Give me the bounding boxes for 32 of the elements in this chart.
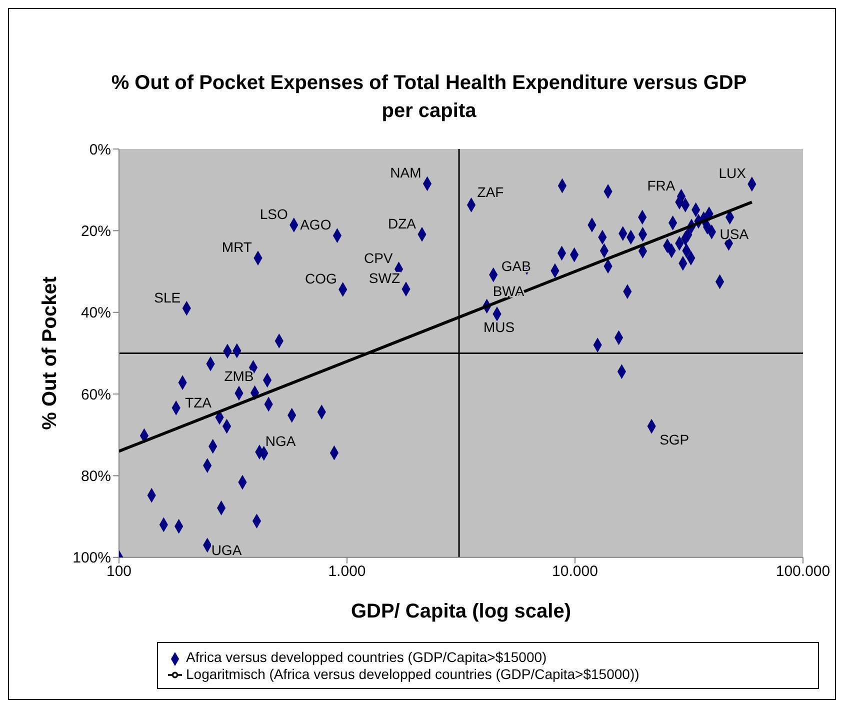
- x-axis-title: GDP/ Capita (log scale): [350, 600, 572, 622]
- annotation: LSO: [260, 206, 288, 222]
- y-tick-label: 0%: [89, 141, 111, 158]
- annotation: SLE: [154, 289, 181, 306]
- annotation: CPV: [364, 250, 394, 266]
- annotation: SGP: [660, 431, 690, 448]
- annotation: LUX: [718, 165, 747, 182]
- annotation: FRA: [647, 177, 676, 194]
- annotation: USA: [720, 226, 750, 242]
- annotation: NGA: [265, 433, 296, 450]
- annotation: TZA: [185, 394, 212, 410]
- y-tick-label: 60%: [80, 386, 111, 404]
- annotation: ZAF: [477, 184, 504, 200]
- annotation: MUS: [483, 318, 515, 335]
- legend-label: Africa versus developped countries (GDP/Capita>$15000): [186, 649, 547, 666]
- chart-title: % Out of Pocket Expenses of Total Health Expenditure versus GDP per capita: [110, 71, 748, 124]
- annotation: ZMB: [224, 368, 254, 384]
- annotation: MRT: [222, 239, 252, 256]
- y-tick-label: 20%: [80, 223, 111, 240]
- y-tick-label: 80%: [80, 468, 111, 486]
- annotation: AGO: [300, 216, 332, 233]
- annotation: UGA: [211, 542, 242, 558]
- annotation: DZA: [388, 215, 417, 232]
- y-tick-label: 40%: [80, 304, 111, 322]
- annotation: NAM: [390, 164, 422, 181]
- annotation: COG: [304, 270, 337, 286]
- x-tick-label: 1.000: [328, 563, 366, 580]
- annotation: SWZ: [368, 270, 400, 286]
- x-tick-label: 10.000: [552, 563, 598, 580]
- y-axis-title: % Out of Pocket: [39, 276, 62, 430]
- x-tick-label: 100.000: [776, 563, 830, 580]
- legend-label: Logaritmisch (Africa versus developped countries (GDP/Capita>$15000)): [186, 666, 640, 682]
